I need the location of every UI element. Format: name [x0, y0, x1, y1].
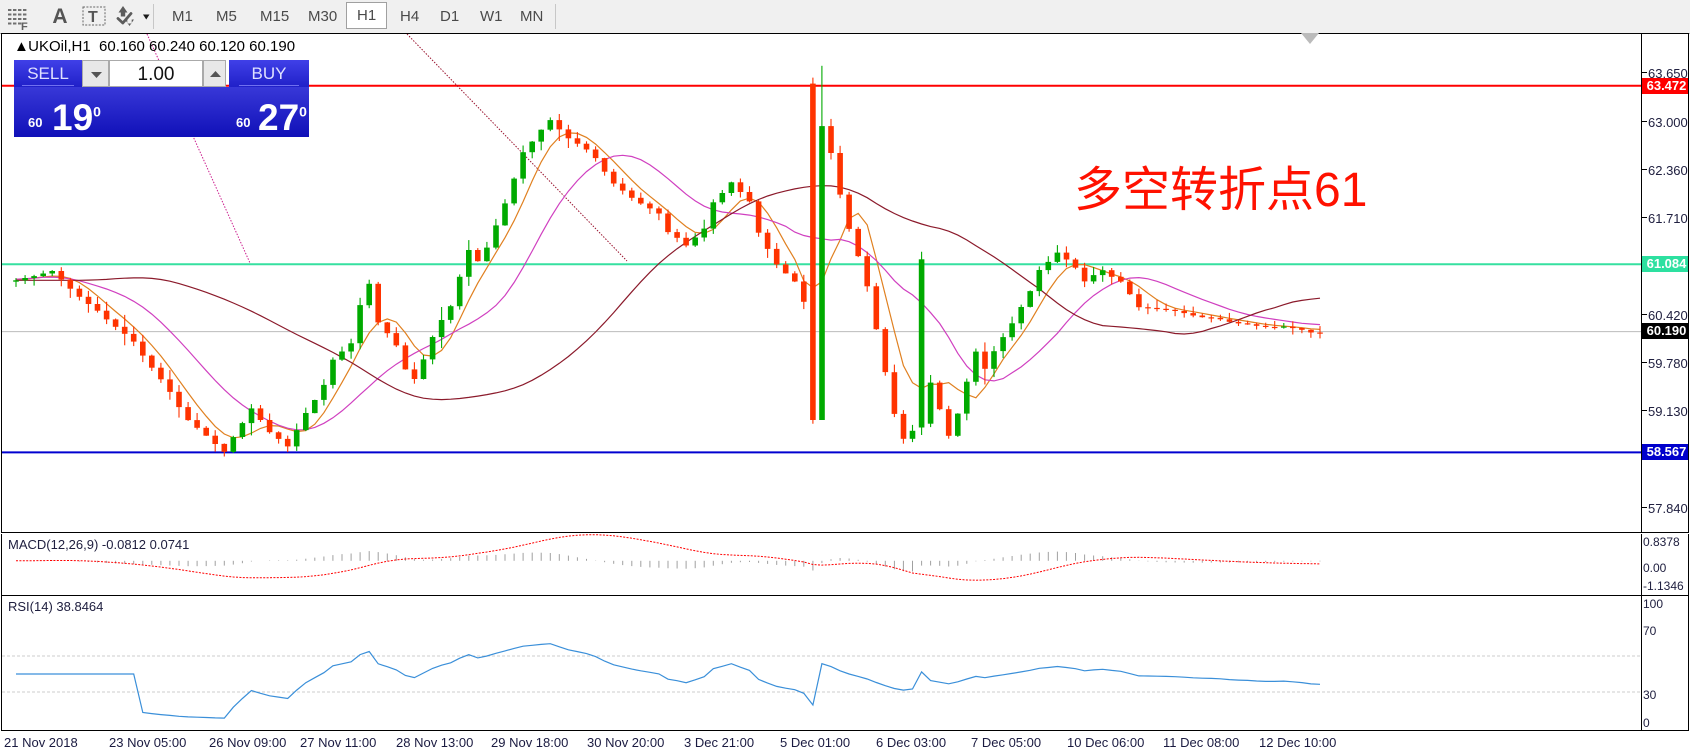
- svg-text:F: F: [21, 21, 28, 33]
- svg-text:T: T: [88, 9, 98, 26]
- svg-text:多空转折点61: 多空转折点61: [1074, 164, 1367, 217]
